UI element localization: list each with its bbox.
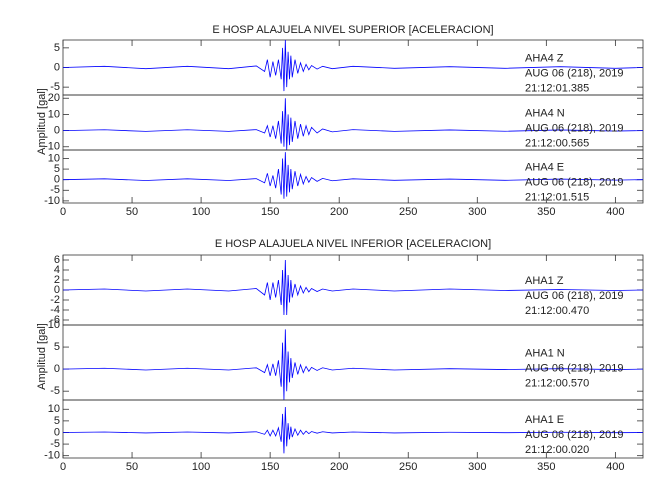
- y-tick-label: 5: [54, 42, 60, 54]
- y-tick-label: 5: [54, 163, 60, 175]
- time-label: 21:12:01.385: [525, 82, 589, 94]
- chart-title: E HOSP ALAJUELA NIVEL SUPERIOR [ACELERAC…: [212, 24, 493, 36]
- y-tick-label: 0: [54, 284, 60, 296]
- y-tick-label: -5: [50, 81, 60, 93]
- y-tick-label: 5: [54, 415, 60, 427]
- station-label: AHA4 Z: [525, 52, 564, 64]
- x-tick-label: 300: [468, 206, 486, 218]
- panel-frame: [62, 149, 644, 204]
- y-tick-label: -10: [44, 195, 60, 207]
- y-axis-label: Amplitud [gal]: [36, 323, 48, 390]
- station-label: AHA4 E: [525, 161, 564, 173]
- waveform: [62, 98, 644, 151]
- station-label: AHA4 N: [525, 107, 565, 119]
- waveform: [62, 329, 644, 401]
- time-label: 21:12:00.020: [525, 444, 589, 456]
- x-tick-label: 250: [399, 461, 417, 473]
- station-label: AHA1 E: [525, 414, 564, 426]
- date-label: AUG 06 (218), 2019: [525, 122, 623, 134]
- y-tick-label: -5: [50, 385, 60, 397]
- y-tick-label: 10: [48, 108, 60, 120]
- x-tick-label: 350: [537, 461, 555, 473]
- y-tick-label: 0: [54, 124, 60, 136]
- time-label: 21:12:00.570: [525, 377, 589, 389]
- y-tick-label: -10: [44, 450, 60, 462]
- waveform: [62, 406, 644, 454]
- y-tick-label: 20: [48, 92, 60, 104]
- station-label: AHA1 Z: [525, 275, 564, 287]
- x-tick-label: 150: [261, 206, 279, 218]
- time-label: 21:12:01.515: [525, 191, 589, 203]
- station-label: AHA1 N: [525, 347, 565, 359]
- y-tick-label: 4: [54, 264, 60, 276]
- x-tick-label: 250: [399, 206, 417, 218]
- y-tick-label: -5: [50, 438, 60, 450]
- x-tick-label: 200: [330, 461, 348, 473]
- waveform: [62, 39, 644, 92]
- x-tick-label: 350: [537, 206, 555, 218]
- waveform: [62, 259, 644, 316]
- y-tick-label: -4: [50, 304, 60, 316]
- x-tick-label: 300: [468, 461, 486, 473]
- x-tick-label: 0: [60, 461, 66, 473]
- y-tick-label: 5: [54, 341, 60, 353]
- y-tick-label: -6: [50, 314, 60, 326]
- y-tick-label: -5: [50, 184, 60, 196]
- x-tick-label: 400: [606, 461, 624, 473]
- x-tick-label: 400: [606, 206, 624, 218]
- date-label: AUG 06 (218), 2019: [525, 176, 623, 188]
- date-label: AUG 06 (218), 2019: [525, 429, 623, 441]
- y-tick-label: -2: [50, 294, 60, 306]
- y-tick-label: 0: [54, 174, 60, 186]
- x-tick-label: 50: [126, 206, 138, 218]
- waveform: [62, 152, 644, 199]
- date-label: AUG 06 (218), 2019: [525, 290, 623, 302]
- time-label: 21:12:00.470: [525, 305, 589, 317]
- y-axis-label: Amplitud [gal]: [36, 88, 48, 155]
- x-tick-label: 50: [126, 461, 138, 473]
- y-tick-label: 10: [48, 403, 60, 415]
- y-tick-label: 0: [54, 426, 60, 438]
- y-tick-label: 0: [54, 363, 60, 375]
- chart-title: E HOSP ALAJUELA NIVEL INFERIOR [ACELERAC…: [215, 238, 491, 250]
- date-label: AUG 06 (218), 2019: [525, 67, 623, 79]
- y-tick-label: 10: [48, 319, 60, 331]
- panel-frame: [62, 399, 644, 459]
- x-tick-label: 0: [60, 206, 66, 218]
- y-tick-label: -10: [44, 141, 60, 153]
- x-tick-label: 200: [330, 206, 348, 218]
- y-tick-label: 2: [54, 274, 60, 286]
- x-tick-label: 100: [192, 206, 210, 218]
- date-label: AUG 06 (218), 2019: [525, 362, 623, 374]
- x-tick-label: 100: [192, 461, 210, 473]
- y-tick-label: 6: [54, 254, 60, 266]
- x-tick-label: 150: [261, 461, 279, 473]
- y-tick-label: 10: [48, 152, 60, 164]
- y-tick-label: 0: [54, 61, 60, 73]
- time-label: 21:12:00.565: [525, 137, 589, 149]
